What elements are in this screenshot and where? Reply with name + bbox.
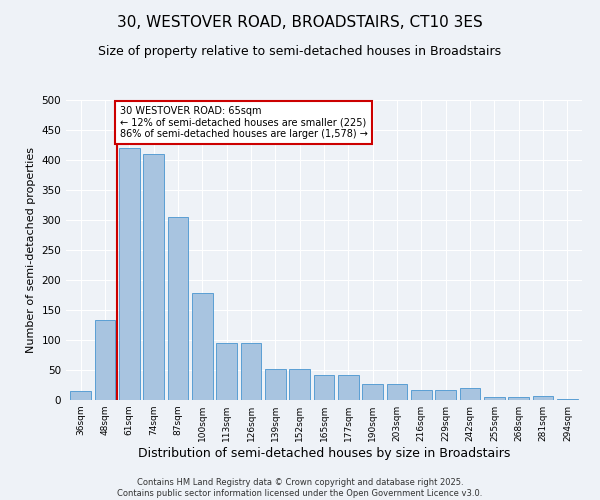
Bar <box>192 293 212 400</box>
Text: 30, WESTOVER ROAD, BROADSTAIRS, CT10 3ES: 30, WESTOVER ROAD, BROADSTAIRS, CT10 3ES <box>117 15 483 30</box>
Bar <box>143 154 164 400</box>
Bar <box>386 384 407 400</box>
Bar <box>436 390 456 400</box>
Text: Size of property relative to semi-detached houses in Broadstairs: Size of property relative to semi-detach… <box>98 45 502 58</box>
Bar <box>95 320 115 400</box>
Text: Contains HM Land Registry data © Crown copyright and database right 2025.
Contai: Contains HM Land Registry data © Crown c… <box>118 478 482 498</box>
Y-axis label: Number of semi-detached properties: Number of semi-detached properties <box>26 147 36 353</box>
Bar <box>411 390 432 400</box>
Text: 30 WESTOVER ROAD: 65sqm
← 12% of semi-detached houses are smaller (225)
86% of s: 30 WESTOVER ROAD: 65sqm ← 12% of semi-de… <box>119 106 367 139</box>
X-axis label: Distribution of semi-detached houses by size in Broadstairs: Distribution of semi-detached houses by … <box>138 447 510 460</box>
Bar <box>314 375 334 400</box>
Bar <box>241 343 262 400</box>
Bar <box>460 388 481 400</box>
Bar <box>216 343 237 400</box>
Bar <box>265 369 286 400</box>
Bar <box>119 148 140 400</box>
Bar <box>338 375 359 400</box>
Bar <box>70 391 91 400</box>
Bar <box>289 369 310 400</box>
Bar <box>167 217 188 400</box>
Bar <box>362 384 383 400</box>
Bar <box>484 397 505 400</box>
Bar <box>508 397 529 400</box>
Bar <box>533 396 553 400</box>
